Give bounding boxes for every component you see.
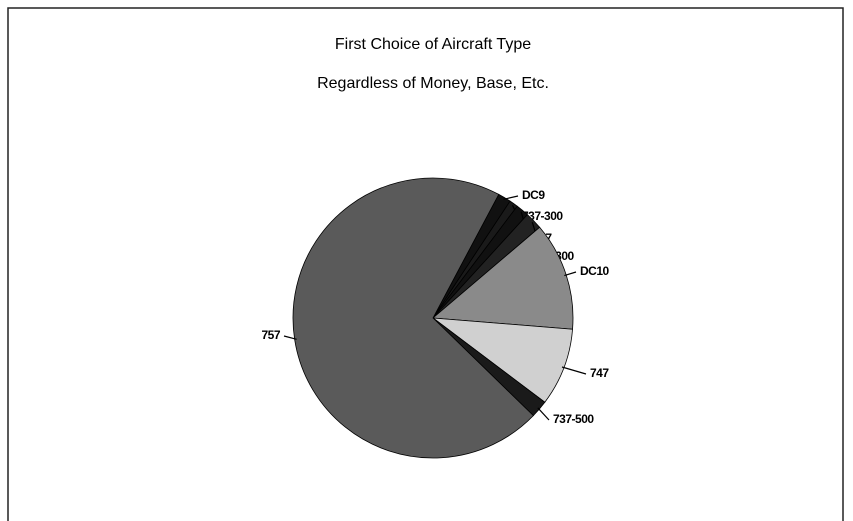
leader-line [503,195,519,200]
leader-line [564,271,577,277]
slice-label: 757 [261,328,280,342]
slice-label: 747 [590,366,609,380]
slice-label: 737-500 [553,412,594,426]
pie-slice [292,177,534,459]
slice-label: DC9 [522,188,545,202]
chart-subtitle: Regardless of Money, Base, Etc. [317,75,549,92]
leader-line [537,407,550,421]
slice-label: DC10 [580,264,610,278]
leader-line [561,366,587,375]
chart-title: First Choice of Aircraft Type [335,36,531,53]
leader-line [283,335,297,340]
